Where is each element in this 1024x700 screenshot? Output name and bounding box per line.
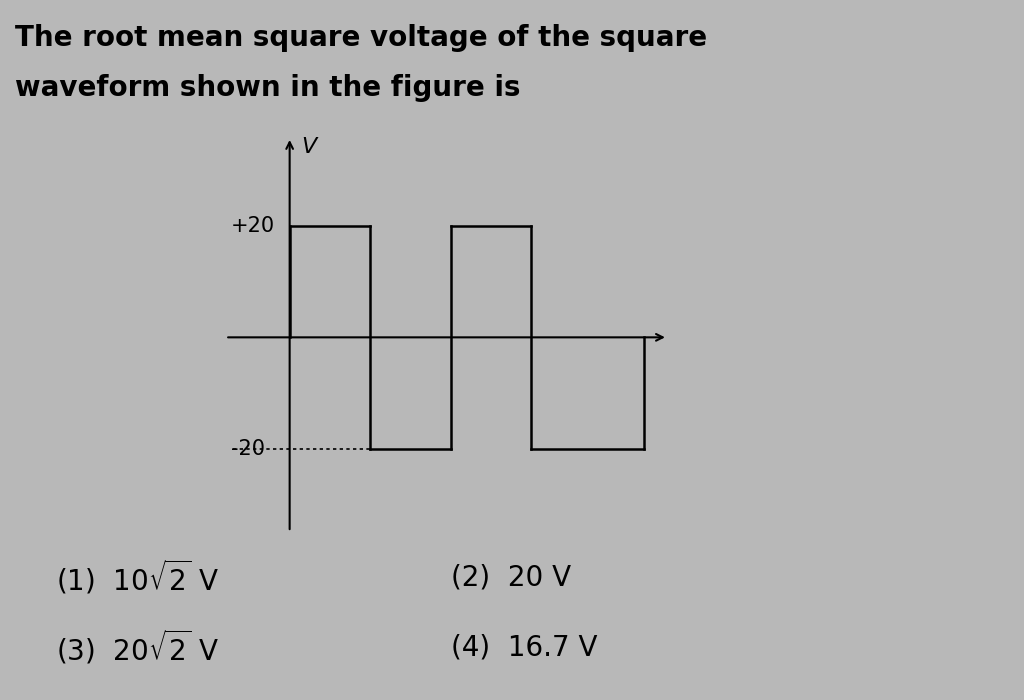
Text: (4)  16.7 V: (4) 16.7 V	[451, 634, 597, 662]
Text: +20: +20	[231, 216, 275, 236]
Text: waveform shown in the figure is: waveform shown in the figure is	[15, 74, 521, 102]
Text: The root mean square voltage of the square: The root mean square voltage of the squa…	[15, 25, 708, 52]
Text: -20: -20	[231, 439, 265, 458]
Text: (2)  20 V: (2) 20 V	[451, 564, 570, 592]
Text: (3)  $20\sqrt{2}$ V: (3) $20\sqrt{2}$ V	[56, 628, 219, 667]
Text: V: V	[302, 137, 317, 157]
Text: (1)  $10\sqrt{2}$ V: (1) $10\sqrt{2}$ V	[56, 558, 219, 597]
